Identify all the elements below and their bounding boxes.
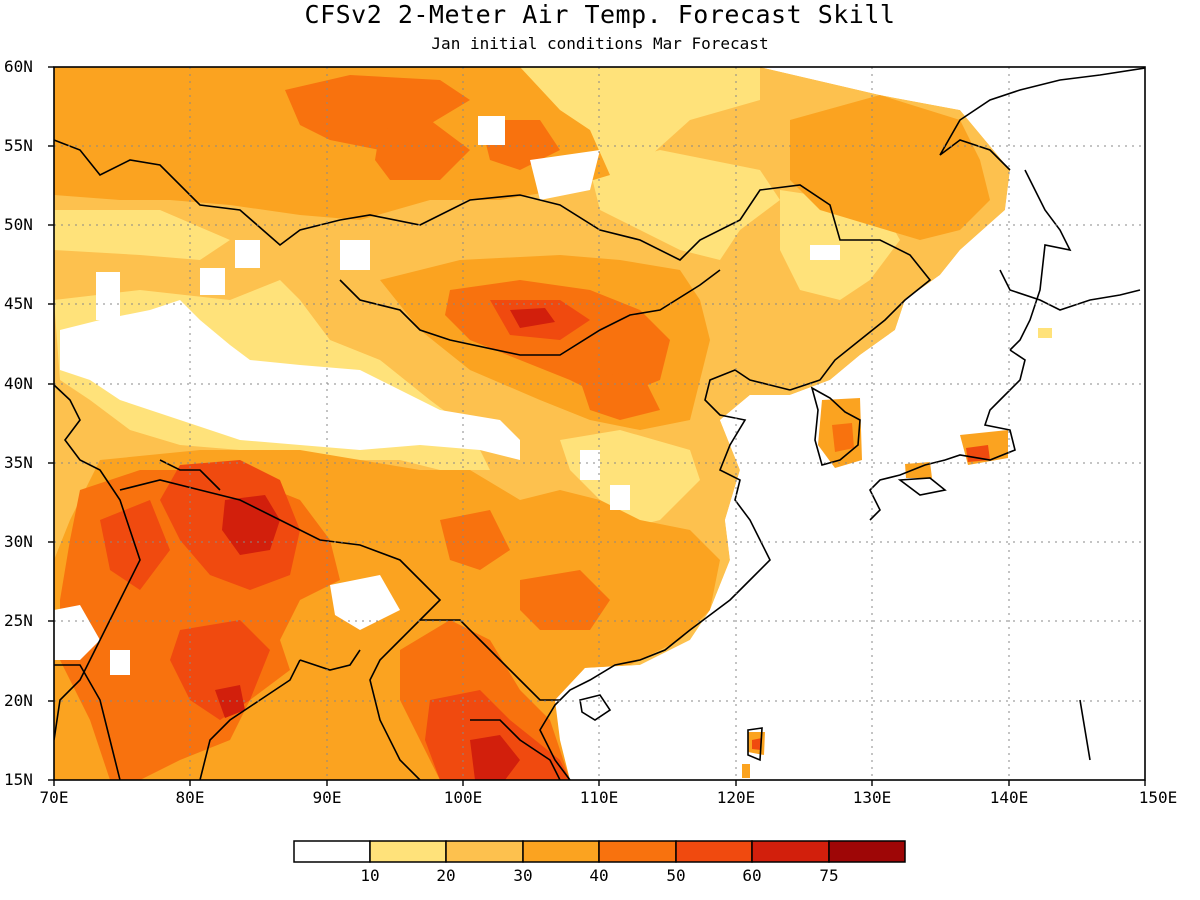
lat-label-25n: 25N bbox=[4, 611, 33, 630]
colorbar-label-30: 30 bbox=[513, 866, 533, 885]
lon-label-120e: 120E bbox=[716, 788, 756, 807]
colorbar-label-40: 40 bbox=[589, 866, 609, 885]
colorbar-bin-3 bbox=[522, 840, 600, 863]
page-title: CFSv2 2-Meter Air Temp. Forecast Skill bbox=[304, 0, 896, 29]
skill-region-0-10 bbox=[60, 300, 520, 460]
lat-label-60n: 60N bbox=[4, 57, 33, 76]
lat-label-40n: 40N bbox=[4, 374, 33, 393]
colorbar-bin-2 bbox=[445, 840, 524, 863]
colorbar-bin-4 bbox=[598, 840, 677, 863]
colorbar-bin-6 bbox=[751, 840, 830, 863]
lon-label-110e: 110E bbox=[579, 788, 619, 807]
axis-ticks bbox=[48, 66, 1146, 786]
coastlines bbox=[54, 67, 1145, 780]
colorbar-label-10: 10 bbox=[360, 866, 380, 885]
colorbar-label-60: 60 bbox=[742, 866, 762, 885]
lon-label-130e: 130E bbox=[852, 788, 892, 807]
colorbar-bin-1 bbox=[369, 840, 447, 863]
lat-label-30n: 30N bbox=[4, 532, 33, 551]
colorbar bbox=[293, 840, 906, 863]
page-subtitle: Jan initial conditions Mar Forecast bbox=[431, 34, 769, 53]
skill-region-30-40 bbox=[54, 67, 610, 220]
lat-label-45n: 45N bbox=[4, 294, 33, 313]
colorbar-bin-5 bbox=[675, 840, 753, 863]
lat-label-15n: 15N bbox=[4, 770, 33, 789]
lat-label-20n: 20N bbox=[4, 691, 33, 710]
lon-label-80e: 80E bbox=[175, 788, 205, 807]
lon-label-100e: 100E bbox=[443, 788, 483, 807]
colorbar-bin-0 bbox=[293, 840, 371, 863]
colorbar-label-50: 50 bbox=[666, 866, 686, 885]
colorbar-label-75: 75 bbox=[819, 866, 839, 885]
lon-label-140e: 140E bbox=[989, 788, 1029, 807]
lon-label-150e: 150E bbox=[1138, 788, 1178, 807]
lat-label-50n: 50N bbox=[4, 215, 33, 234]
lat-label-55n: 55N bbox=[4, 136, 33, 155]
colorbar-label-20: 20 bbox=[436, 866, 456, 885]
lon-label-90e: 90E bbox=[312, 788, 342, 807]
skill-region-40-50 bbox=[285, 75, 470, 150]
lon-label-70e: 70E bbox=[39, 788, 69, 807]
skill-shading bbox=[54, 67, 1145, 780]
lat-label-35n: 35N bbox=[4, 453, 33, 472]
skill-region-60-75 bbox=[222, 495, 280, 555]
colorbar-bin-7 bbox=[828, 840, 906, 863]
